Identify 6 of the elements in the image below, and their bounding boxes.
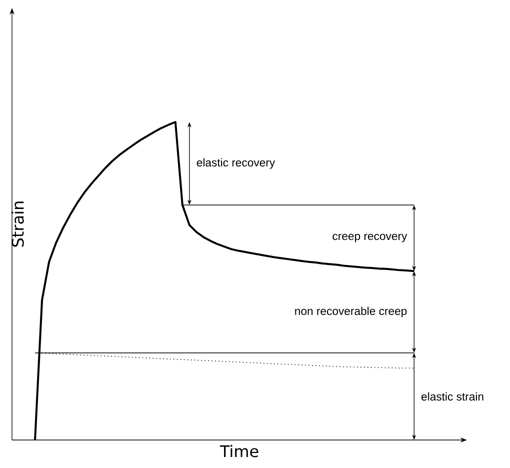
- x-axis-title: Time: [220, 444, 258, 458]
- text: elastic strain: [422, 392, 484, 401]
- y-axis-title: Strain: [11, 202, 24, 247]
- annotation: elastic recovery: [196, 158, 276, 169]
- annotation: non recoverable creep: [295, 306, 407, 318]
- annotation: creep recovery: [332, 234, 408, 242]
